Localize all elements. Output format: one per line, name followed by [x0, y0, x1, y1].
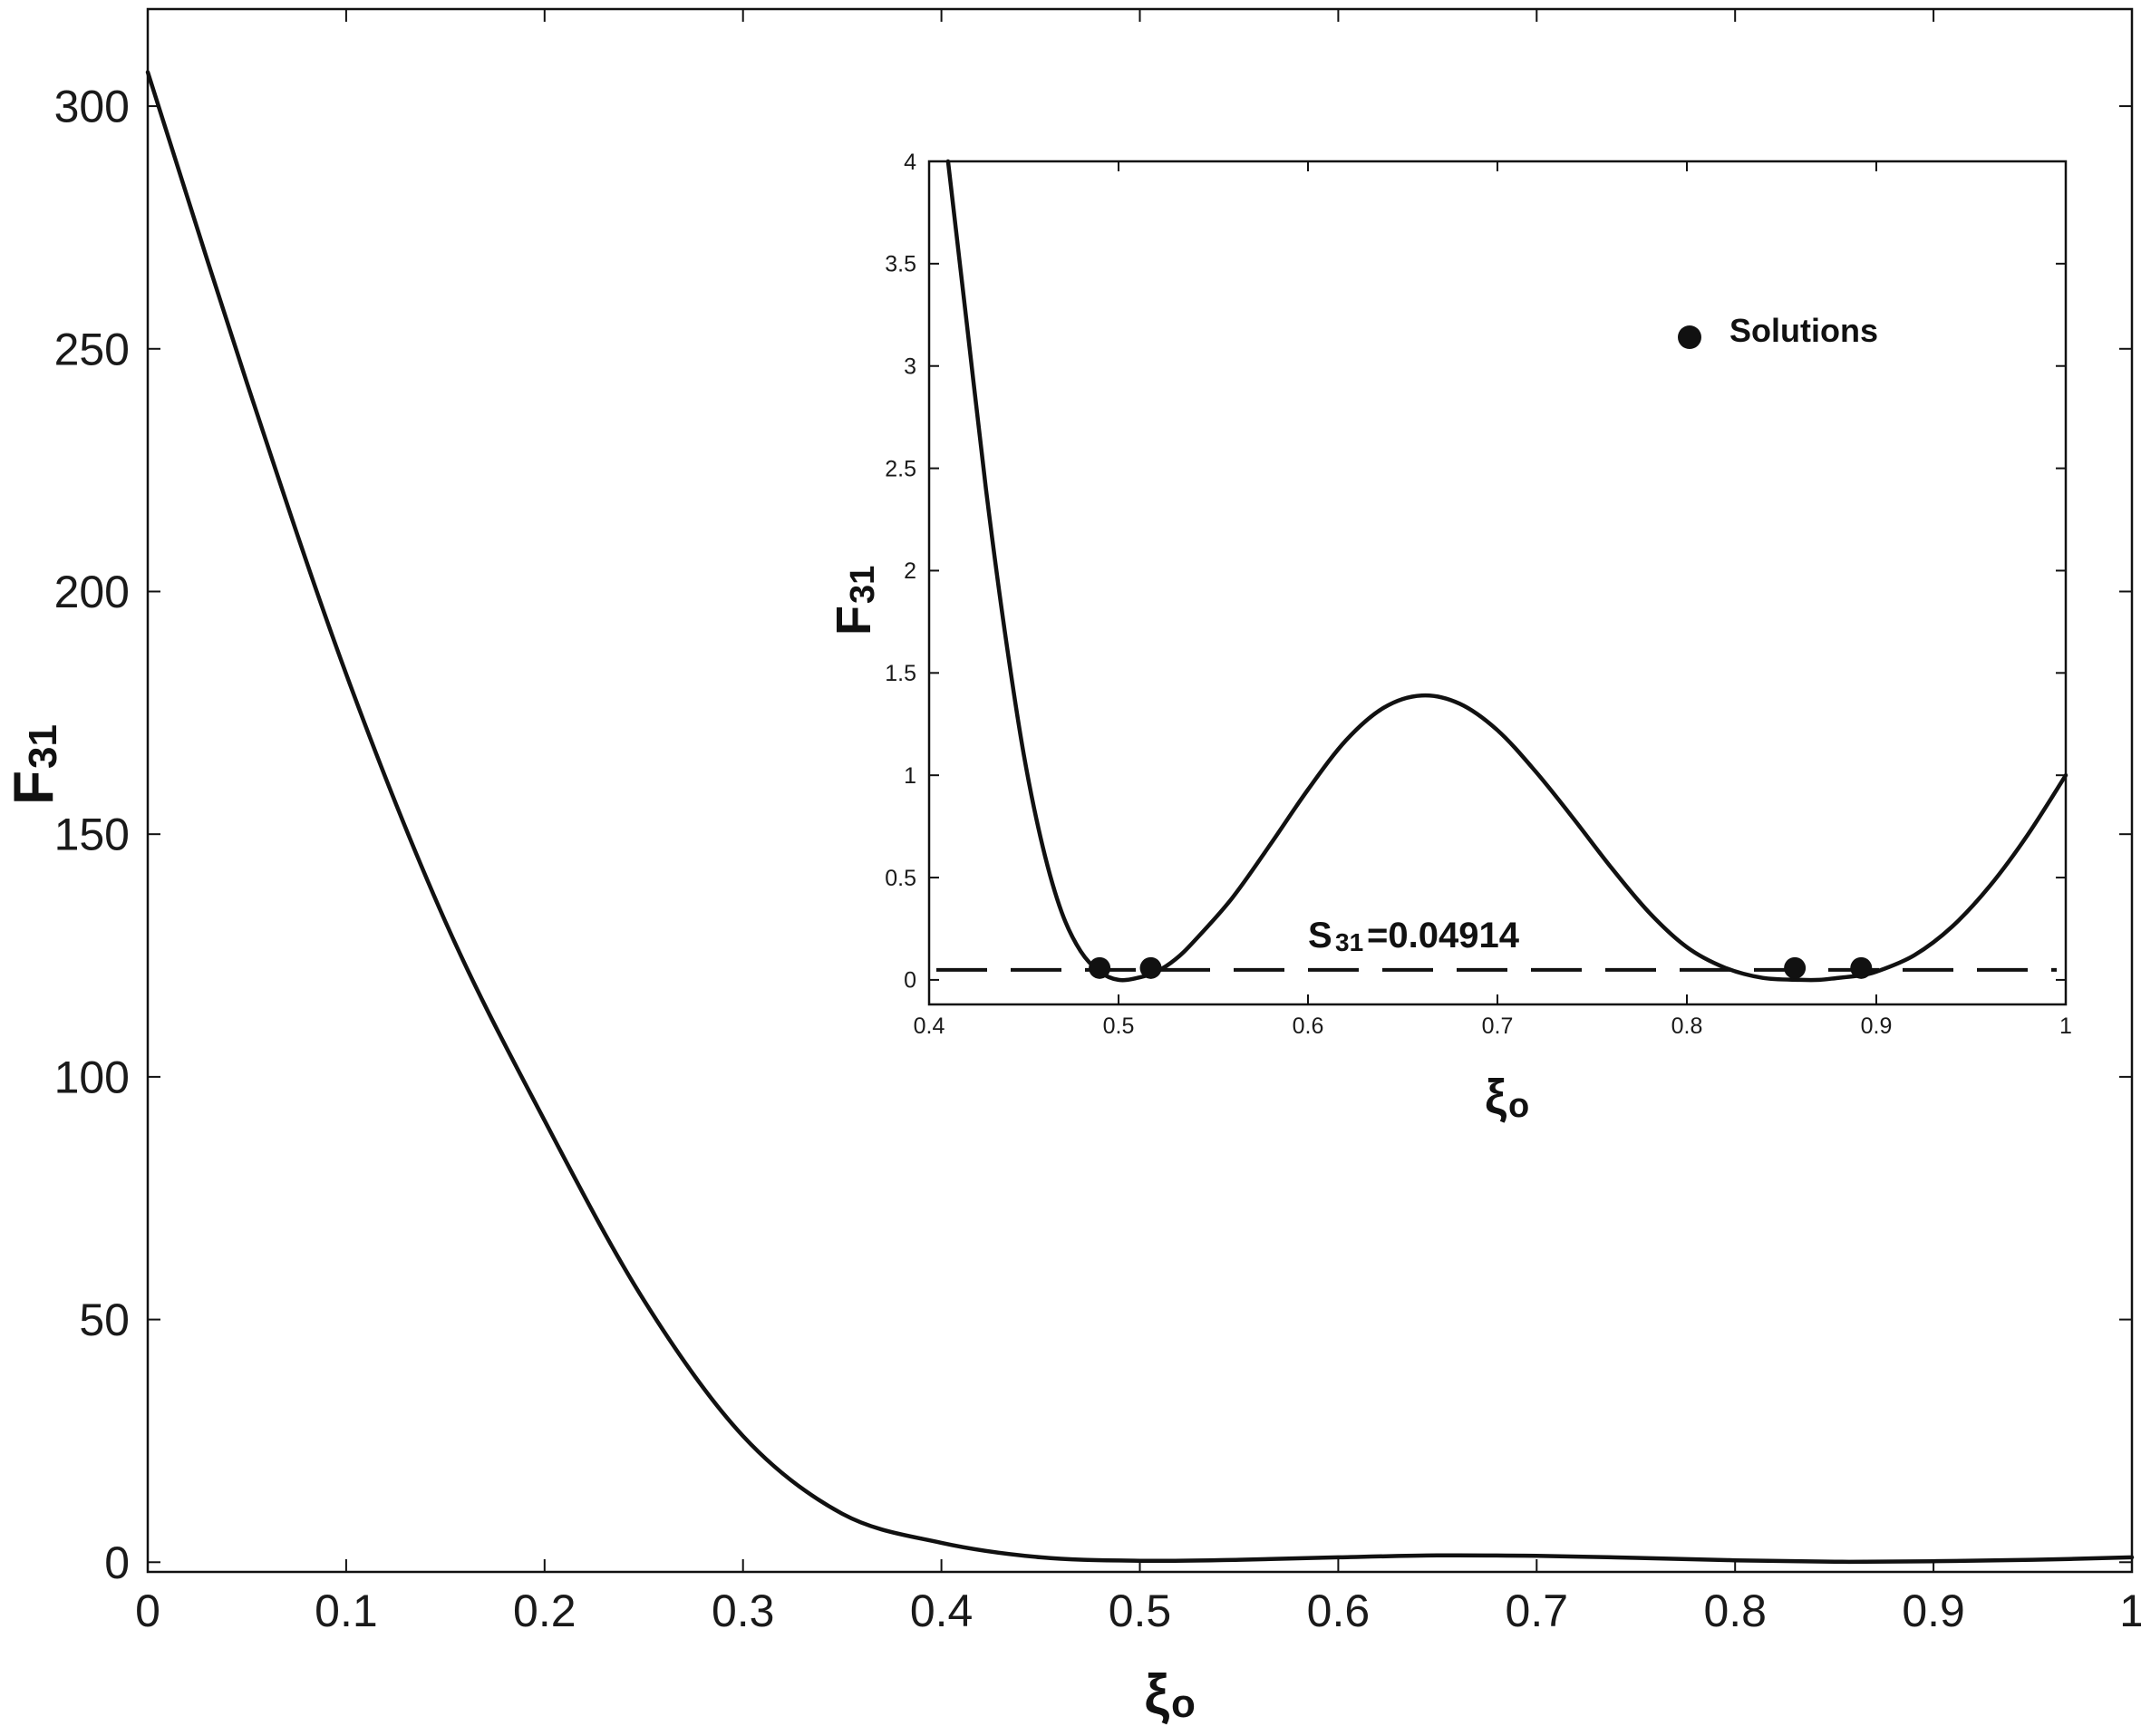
inset-y-axis-title: F 31	[827, 566, 882, 635]
solution-points	[1089, 956, 1873, 979]
main-axis-ticks: 0 0.1 0.2 0.3 0.4 0.5 0.6 0.7 0.8 0.9 105010015020…	[54, 9, 2141, 1636]
x-tick-label: 1	[2059, 1013, 2072, 1039]
x-tick-label: 0.5	[1103, 1013, 1135, 1039]
inset-x-axis-label-sub: o	[1508, 1087, 1529, 1125]
y-tick-label: 0.5	[885, 866, 916, 891]
solution-point	[1089, 956, 1111, 979]
y-tick-label: 250	[54, 324, 130, 374]
y-tick-label: 2.5	[885, 456, 916, 481]
y-tick-label: 1	[904, 763, 916, 789]
legend-marker	[1678, 325, 1701, 349]
y-tick-label: 2	[904, 558, 916, 584]
main-y-axis-label: F	[3, 771, 65, 805]
y-tick-label: 3	[904, 354, 916, 379]
y-tick-label: 50	[79, 1295, 130, 1345]
x-tick-label: 0.9	[1861, 1013, 1893, 1039]
x-tick-label: 0.2	[513, 1586, 576, 1636]
solution-point	[1850, 956, 1873, 979]
y-tick-label: 0	[904, 968, 916, 994]
threshold-label-sub: 31	[1335, 928, 1363, 956]
x-tick-label: 0.1	[315, 1586, 378, 1636]
threshold-label-main: S	[1308, 916, 1332, 955]
x-tick-label: 0	[135, 1586, 160, 1636]
legend: Solutions	[1678, 312, 1878, 349]
inset-plot-area	[927, 160, 2068, 1006]
x-tick-label: 0.7	[1506, 1586, 1569, 1636]
inset-chart: 0.4 0.5 0.6 0.7 0.8 0.9 1 0 0.5 1 1.5 2 2.5 3 3.5 4 S 3…	[827, 150, 2072, 1125]
x-tick-label: 0.4	[914, 1013, 945, 1039]
x-tick-label: 0.5	[1109, 1586, 1172, 1636]
x-tick-label: 0.6	[1307, 1586, 1371, 1636]
y-tick-label: 200	[54, 567, 130, 617]
inset-axis-ticks: 0.4 0.5 0.6 0.7 0.8 0.9 1 0 0.5 1 1.5 2 2.5 3 3.5 4	[885, 150, 2072, 1039]
inset-y-axis-label-sub: 31	[844, 566, 882, 604]
main-y-axis-label-sub: 31	[21, 724, 65, 769]
threshold-label-value: =0.04914	[1367, 916, 1520, 955]
x-tick-label: 0.7	[1482, 1013, 1514, 1039]
y-tick-label: 3.5	[885, 252, 916, 277]
main-x-axis-title: ξ o	[1144, 1663, 1196, 1726]
main-x-axis-label: ξ	[1144, 1663, 1169, 1726]
main-y-axis-title: F 31	[3, 724, 65, 805]
inset-y-axis-label: F	[827, 606, 881, 635]
x-tick-label: 0.3	[712, 1586, 775, 1636]
x-tick-label: 1	[2119, 1586, 2141, 1636]
solution-point	[1784, 956, 1807, 979]
inset-series-line	[945, 159, 2068, 983]
x-tick-label: 0.6	[1293, 1013, 1324, 1039]
y-tick-label: 0	[104, 1537, 130, 1588]
x-tick-label: 0.8	[1671, 1013, 1703, 1039]
x-tick-label: 0.4	[910, 1586, 974, 1636]
y-tick-label: 1.5	[885, 661, 916, 686]
y-tick-label: 4	[904, 150, 916, 175]
threshold-annotation: S 31 =0.04914	[1308, 916, 1520, 956]
inset-x-axis-title: ξ o	[1485, 1070, 1529, 1125]
inset-x-axis-label: ξ	[1485, 1070, 1507, 1124]
y-tick-label: 100	[54, 1052, 130, 1102]
main-series-line	[145, 70, 2135, 1565]
x-tick-label: 0.9	[1902, 1586, 1965, 1636]
solution-point	[1139, 956, 1162, 979]
y-tick-label: 300	[54, 82, 130, 132]
legend-label: Solutions	[1729, 312, 1878, 349]
y-tick-label: 150	[54, 810, 130, 860]
main-x-axis-label-sub: o	[1171, 1682, 1196, 1726]
x-tick-label: 0.8	[1703, 1586, 1767, 1636]
